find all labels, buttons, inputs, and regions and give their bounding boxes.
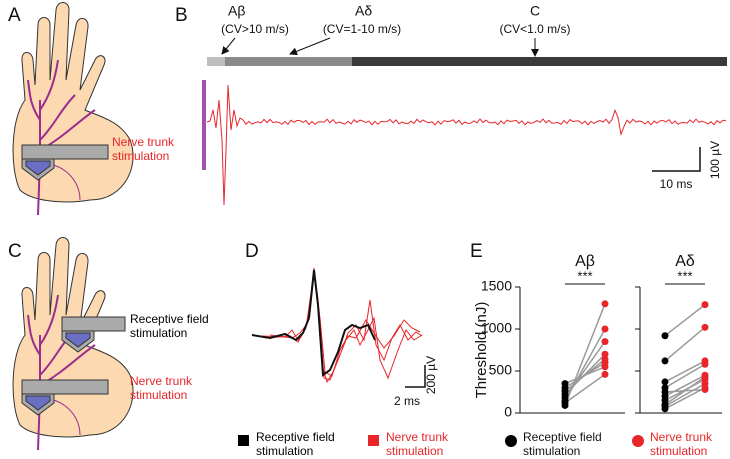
fiber-name: Aδ (355, 3, 372, 19)
data-point (701, 301, 709, 309)
recording-traces (251, 267, 423, 384)
arrow (221, 37, 236, 55)
data-point (661, 378, 669, 386)
data-point (701, 323, 709, 331)
data-point (701, 385, 709, 393)
legend-label: Nerve trunk stimulation (386, 430, 449, 458)
stimulation-label: Nerve trunk stimulation (130, 374, 193, 402)
legend-label: Receptive field stimulation (256, 430, 335, 458)
y-axis-label: Threshold (nJ) (473, 302, 490, 399)
significance: *** (677, 268, 692, 283)
legend-swatch (368, 435, 379, 446)
panel-label: B (175, 5, 188, 26)
stimulation-label: Nerve trunk stimulation (112, 135, 175, 163)
y-tick-label: 1500 (481, 278, 512, 294)
data-point (561, 380, 569, 388)
hand-illustration (12, 2, 134, 216)
data-point (701, 360, 709, 368)
data-point (601, 363, 609, 371)
data-point (661, 332, 669, 340)
scale-label: 2 ms (394, 394, 420, 408)
legend-marker (632, 435, 644, 447)
velocity-bar (225, 57, 352, 66)
data-point (601, 338, 609, 346)
scale-label: 200 µV (424, 356, 438, 394)
data-point (601, 325, 609, 333)
panel-label: A (8, 5, 21, 26)
pair-line (664, 304, 706, 337)
y-tick-label: 0 (504, 404, 512, 420)
pair-line (664, 382, 706, 407)
pair-line (664, 326, 706, 362)
data-point (661, 401, 669, 409)
scale-bar (405, 365, 426, 388)
data-point (601, 350, 609, 358)
scale-label: 10 ms (660, 177, 693, 191)
data-point (701, 373, 709, 381)
pair-line (664, 363, 706, 389)
legend-label: Receptive field stimulation (523, 430, 602, 458)
y-tick-label: 500 (489, 362, 513, 378)
panel-label: C (8, 241, 22, 262)
significance: *** (577, 268, 592, 283)
velocity-bar (207, 57, 225, 66)
scale-label: 100 µV (708, 141, 722, 179)
subplot-title: Aβ (575, 253, 595, 270)
data-point (661, 388, 669, 396)
pair-line (664, 360, 706, 383)
pair-line (664, 376, 706, 406)
fiber-cv: (CV<1.0 m/s) (499, 22, 570, 36)
data-point (601, 300, 609, 308)
hand-illustration (12, 237, 134, 451)
pair-line (564, 366, 606, 385)
stimulus-marker (202, 80, 206, 170)
fiber-cv: (CV>10 m/s) (221, 22, 289, 36)
pair-line (664, 387, 706, 410)
arrow (289, 37, 331, 56)
fiber-name: C (530, 3, 540, 19)
pair-line (564, 373, 606, 404)
legend-swatch (238, 435, 249, 446)
fiber-name: Aβ (228, 3, 245, 19)
velocity-bar (352, 57, 727, 66)
y-tick-label: 1000 (481, 320, 512, 336)
data-point (561, 399, 569, 407)
stimulation-label: Receptive field stimulation (130, 312, 209, 340)
legend-marker (505, 435, 517, 447)
panel-label: E (470, 241, 483, 262)
pair-line (664, 374, 706, 397)
data-point (661, 357, 669, 365)
fiber-cv: (CV=1-10 m/s) (323, 22, 401, 36)
scale-bar (652, 147, 701, 172)
legend-label: Nerve trunk stimulation (650, 430, 713, 458)
subplot-title: Aδ (675, 253, 695, 270)
panel-label: D (245, 241, 259, 262)
data-point (601, 370, 609, 378)
recording-trace (206, 84, 727, 206)
